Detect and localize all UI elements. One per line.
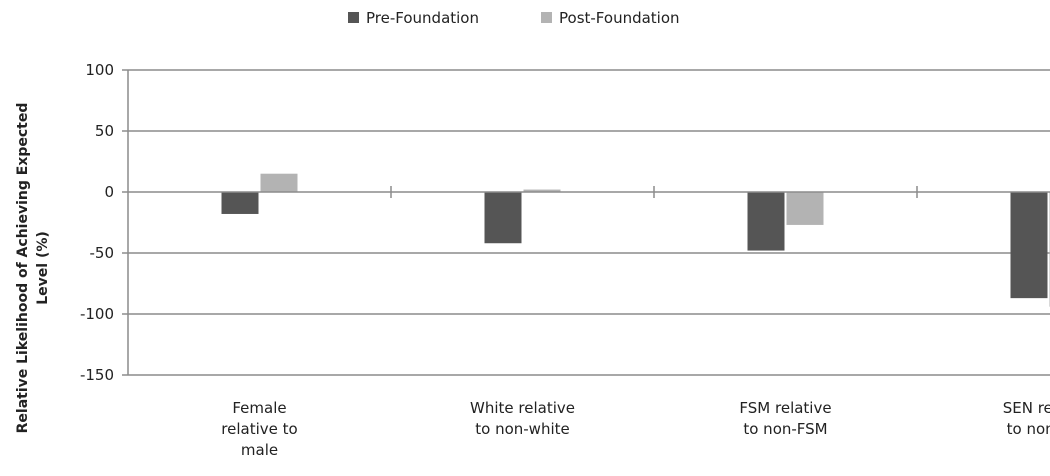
y-tick-label: -50 [90,244,115,262]
bar-pre-foundation-4 [1010,192,1048,299]
y-tick-label: -150 [80,366,114,384]
bar-post-foundation-3 [786,192,824,225]
bar-pre-foundation-1 [221,192,259,214]
bar-pre-foundation-3 [747,192,785,251]
y-tick-label: 0 [104,183,114,201]
legend: Pre-Foundation Post-Foundation [348,9,680,27]
y-axis-label: Relative Likelihood of Achieving Expecte… [15,103,51,434]
bar-pre-foundation-2 [484,192,522,244]
legend-swatch [348,12,359,23]
x-category-labels: Female relative to male White relative to no… [221,399,1050,459]
axes [122,69,1050,376]
legend-label: Post-Foundation [559,9,680,27]
bar-post-foundation-1 [260,173,298,192]
y-tick-labels: 100 50 0 -50 -100 -150 [80,61,114,384]
x-category-label: Female relative to male [221,399,297,459]
bar-post-foundation-2 [523,189,561,192]
y-tick-label: 100 [85,61,114,79]
x-category-label: White relative to non-white [470,399,575,438]
legend-swatch [541,12,552,23]
bars [221,173,1050,307]
legend-label: Pre-Foundation [366,9,479,27]
y-tick-label: 50 [95,122,114,140]
y-tick-label: -100 [80,305,114,323]
gridlines [128,69,1050,376]
x-category-label: FSM relative to non-FSM [739,399,831,438]
